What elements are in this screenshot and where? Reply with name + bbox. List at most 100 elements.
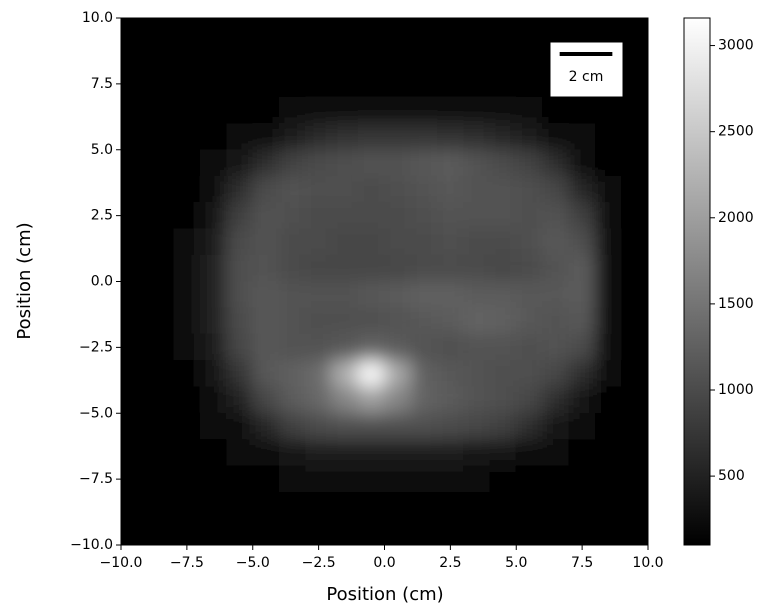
cell [463, 360, 491, 388]
cell [199, 18, 227, 45]
cell [410, 123, 438, 151]
cell [199, 281, 227, 309]
cell [621, 518, 648, 545]
cell [121, 70, 148, 98]
cell [595, 175, 622, 203]
cell [173, 518, 201, 545]
cell [621, 70, 648, 98]
cell [331, 439, 359, 467]
cell [252, 360, 280, 388]
cell [568, 281, 596, 309]
cell [173, 439, 201, 467]
y-tick-label: 7.5 [91, 76, 113, 92]
cell [436, 307, 464, 335]
cell [226, 492, 254, 519]
cell [436, 492, 464, 519]
cell [357, 492, 385, 519]
cell [331, 333, 359, 361]
scale-bar: 2 cm [549, 41, 624, 98]
cell [384, 333, 412, 361]
cell [515, 518, 543, 545]
cell [357, 175, 385, 203]
y-tick-label: −10.0 [70, 537, 113, 553]
cell [147, 18, 174, 45]
colorbar-tick-label: 2000 [718, 210, 754, 226]
cell [252, 386, 280, 414]
cell [621, 386, 648, 414]
cell [278, 70, 306, 98]
cell [252, 518, 280, 545]
cell [278, 360, 306, 388]
cell [199, 333, 227, 361]
cell [542, 386, 570, 414]
cell [515, 492, 543, 519]
cell [252, 412, 280, 440]
cell [621, 360, 648, 388]
cell [384, 96, 412, 124]
cell [489, 149, 517, 177]
x-tick-label: 2.5 [439, 555, 461, 571]
cell [357, 123, 385, 151]
cell [357, 70, 385, 98]
cell [226, 439, 254, 467]
cell [595, 360, 622, 388]
cell [121, 254, 148, 282]
cell [489, 465, 517, 493]
cell [252, 44, 280, 71]
cell [568, 123, 596, 151]
cell [226, 386, 254, 414]
cell [595, 333, 622, 361]
cell [542, 518, 570, 545]
cell [568, 202, 596, 230]
cell [489, 44, 517, 71]
cell [436, 18, 464, 45]
cell [278, 412, 306, 440]
cell [621, 333, 648, 361]
cell [147, 70, 174, 98]
cell [595, 96, 622, 124]
cell [147, 202, 174, 230]
cell [252, 228, 280, 256]
cell [463, 307, 491, 335]
cell [384, 281, 412, 309]
cell [199, 44, 227, 71]
cell [331, 228, 359, 256]
cell [173, 228, 201, 256]
cell [121, 465, 148, 493]
cell [515, 44, 543, 71]
y-tick-label: −5.0 [79, 405, 113, 421]
cell [121, 333, 148, 361]
cell [121, 149, 148, 177]
cell [357, 386, 385, 414]
cell [515, 175, 543, 203]
cell [436, 228, 464, 256]
cell [542, 360, 570, 388]
cell [463, 412, 491, 440]
cell [305, 123, 333, 151]
cell [226, 307, 254, 335]
cell [199, 465, 227, 493]
cell [595, 281, 622, 309]
cell [252, 254, 280, 282]
cell [278, 96, 306, 124]
cell [226, 518, 254, 545]
cell [121, 281, 148, 309]
cell [305, 492, 333, 519]
cell [331, 386, 359, 414]
cell [331, 281, 359, 309]
cell [489, 96, 517, 124]
cell [568, 386, 596, 414]
cell [121, 228, 148, 256]
cell [568, 307, 596, 335]
cell [621, 18, 648, 45]
cell [568, 412, 596, 440]
cell [489, 281, 517, 309]
cell [357, 333, 385, 361]
cell [173, 149, 201, 177]
cell [199, 96, 227, 124]
cell [305, 96, 333, 124]
cell [305, 307, 333, 335]
x-tick-label: −5.0 [236, 555, 270, 571]
cell [542, 149, 570, 177]
cell [331, 149, 359, 177]
